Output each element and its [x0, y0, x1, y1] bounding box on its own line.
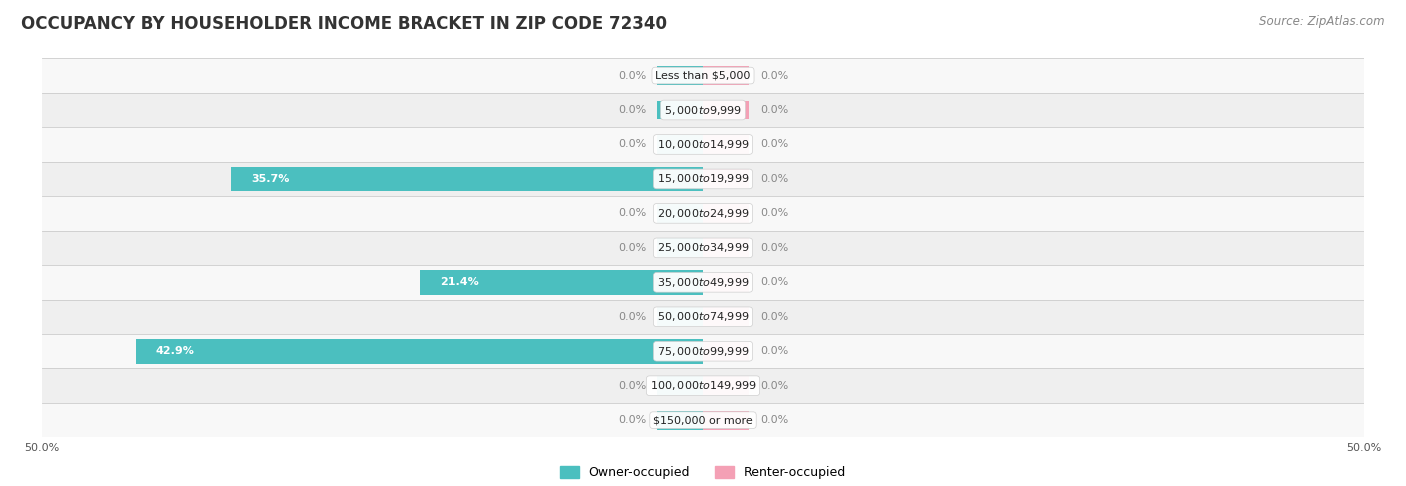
- Text: 0.0%: 0.0%: [759, 346, 789, 356]
- Bar: [42, 368, 1364, 403]
- Bar: [657, 307, 703, 326]
- Bar: [42, 334, 1364, 368]
- Bar: [657, 101, 703, 120]
- Text: 0.0%: 0.0%: [759, 105, 789, 115]
- Text: $20,000 to $24,999: $20,000 to $24,999: [657, 207, 749, 220]
- Bar: [703, 204, 749, 223]
- Text: $100,000 to $149,999: $100,000 to $149,999: [650, 379, 756, 392]
- Bar: [42, 58, 1364, 93]
- Text: 21.4%: 21.4%: [440, 278, 479, 287]
- Text: 0.0%: 0.0%: [617, 70, 647, 81]
- Text: 0.0%: 0.0%: [759, 312, 789, 322]
- Text: $15,000 to $19,999: $15,000 to $19,999: [657, 173, 749, 186]
- Bar: [703, 376, 749, 395]
- Text: 0.0%: 0.0%: [759, 139, 789, 150]
- Bar: [703, 411, 749, 430]
- Text: 0.0%: 0.0%: [617, 243, 647, 253]
- Bar: [42, 299, 1364, 334]
- Text: 0.0%: 0.0%: [617, 105, 647, 115]
- Bar: [703, 66, 749, 85]
- Bar: [42, 196, 1364, 231]
- Text: 35.7%: 35.7%: [252, 174, 290, 184]
- Legend: Owner-occupied, Renter-occupied: Owner-occupied, Renter-occupied: [555, 461, 851, 484]
- Bar: [657, 411, 703, 430]
- Bar: [657, 66, 703, 85]
- Text: 0.0%: 0.0%: [617, 381, 647, 391]
- Bar: [703, 239, 749, 258]
- Text: $5,000 to $9,999: $5,000 to $9,999: [664, 104, 742, 117]
- Bar: [703, 342, 749, 361]
- Bar: [703, 307, 749, 326]
- Text: Less than $5,000: Less than $5,000: [655, 70, 751, 81]
- Text: 0.0%: 0.0%: [759, 278, 789, 287]
- Bar: [657, 204, 703, 223]
- Text: $10,000 to $14,999: $10,000 to $14,999: [657, 138, 749, 151]
- Text: $150,000 or more: $150,000 or more: [654, 415, 752, 425]
- Text: 42.9%: 42.9%: [156, 346, 194, 356]
- Text: 0.0%: 0.0%: [759, 243, 789, 253]
- Text: 0.0%: 0.0%: [617, 208, 647, 218]
- Text: 0.0%: 0.0%: [617, 312, 647, 322]
- Text: 0.0%: 0.0%: [759, 381, 789, 391]
- Bar: [420, 270, 703, 295]
- Bar: [703, 101, 749, 120]
- Text: 0.0%: 0.0%: [759, 70, 789, 81]
- Bar: [703, 170, 749, 189]
- Text: 0.0%: 0.0%: [617, 139, 647, 150]
- Bar: [657, 135, 703, 154]
- Text: 0.0%: 0.0%: [617, 415, 647, 425]
- Text: $75,000 to $99,999: $75,000 to $99,999: [657, 345, 749, 358]
- Bar: [42, 127, 1364, 162]
- Bar: [42, 403, 1364, 437]
- Bar: [42, 231, 1364, 265]
- Text: $50,000 to $74,999: $50,000 to $74,999: [657, 310, 749, 323]
- Bar: [42, 265, 1364, 299]
- Text: 0.0%: 0.0%: [759, 208, 789, 218]
- Text: OCCUPANCY BY HOUSEHOLDER INCOME BRACKET IN ZIP CODE 72340: OCCUPANCY BY HOUSEHOLDER INCOME BRACKET …: [21, 15, 666, 33]
- Text: Source: ZipAtlas.com: Source: ZipAtlas.com: [1260, 15, 1385, 28]
- Bar: [657, 376, 703, 395]
- Text: 0.0%: 0.0%: [759, 174, 789, 184]
- Text: $25,000 to $34,999: $25,000 to $34,999: [657, 242, 749, 254]
- Bar: [136, 339, 703, 364]
- Text: $35,000 to $49,999: $35,000 to $49,999: [657, 276, 749, 289]
- Bar: [231, 167, 703, 191]
- Bar: [703, 135, 749, 154]
- Bar: [42, 93, 1364, 127]
- Bar: [42, 162, 1364, 196]
- Bar: [657, 239, 703, 258]
- Bar: [703, 273, 749, 292]
- Text: 0.0%: 0.0%: [759, 415, 789, 425]
